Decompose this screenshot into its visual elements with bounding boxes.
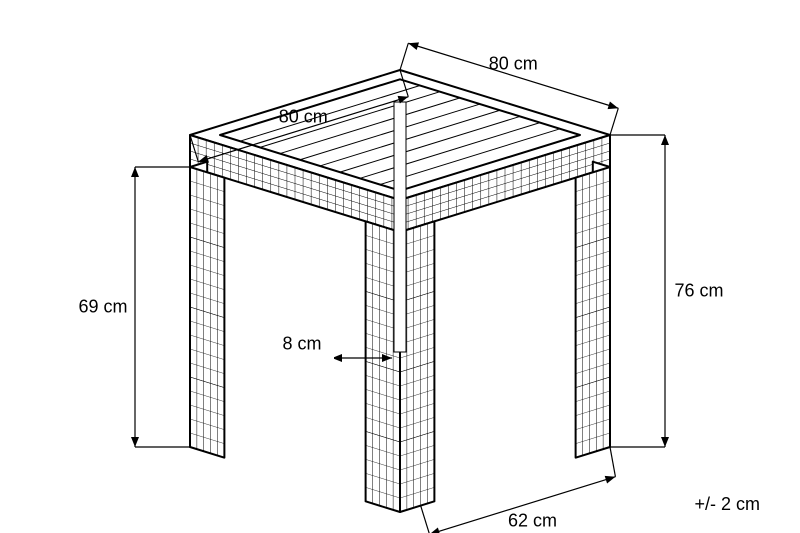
dim-label-top-depth: 80 cm xyxy=(489,53,538,74)
dim-label-height-clearance: 69 cm xyxy=(78,297,127,318)
dim-label-height-overall: 76 cm xyxy=(674,281,723,302)
diagram-canvas: 80 cm 80 cm 69 cm 76 cm 8 cm 62 cm +/- 2… xyxy=(0,0,800,533)
dim-label-leg-span: 62 cm xyxy=(508,511,557,532)
dim-label-top-width: 80 cm xyxy=(279,107,328,128)
tolerance-note: +/- 2 cm xyxy=(694,494,760,515)
table-drawing-svg xyxy=(0,0,800,533)
dim-label-leg-thickness: 8 cm xyxy=(282,334,321,355)
